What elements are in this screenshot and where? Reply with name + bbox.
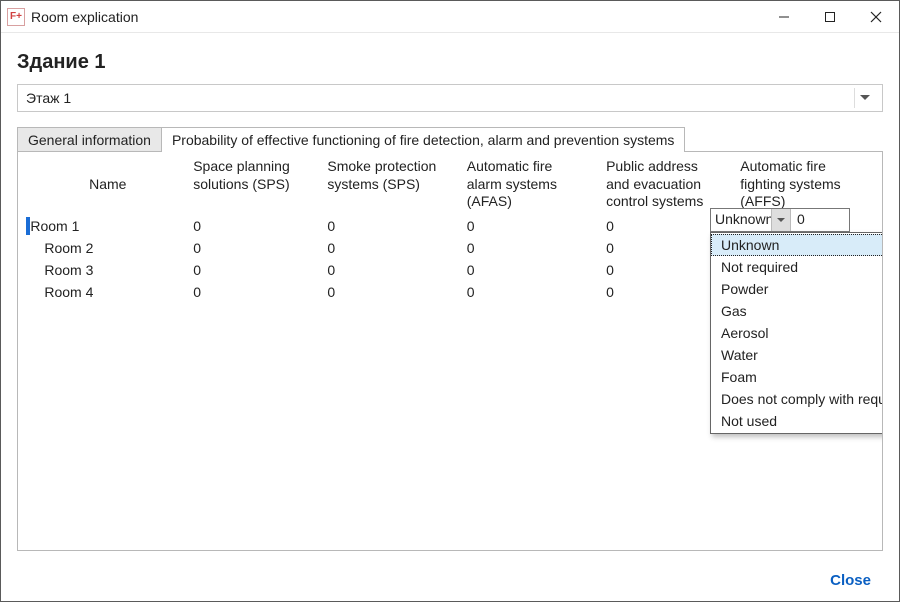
window-controls (761, 1, 899, 32)
row-indicator (18, 281, 30, 303)
floor-selected-label: Этаж 1 (26, 90, 854, 106)
cell-value[interactable]: 0 (319, 259, 458, 281)
dropdown-option[interactable]: Water (711, 344, 883, 366)
cell-value[interactable]: 0 (185, 259, 319, 281)
affs-type-dropdown[interactable]: UnknownNot requiredPowderGasAerosolWater… (710, 232, 883, 434)
cell-value[interactable]: 0 (185, 237, 319, 259)
dropdown-option[interactable]: Aerosol (711, 322, 883, 344)
building-title: Здание 1 (17, 51, 883, 74)
dropdown-option[interactable]: Powder (711, 278, 883, 300)
tab-1[interactable]: Probability of effective functioning of … (161, 127, 685, 152)
grid-header-row: NameSpace planning solutions (SPS)Smoke … (18, 152, 882, 215)
dropdown-option[interactable]: Gas (711, 300, 883, 322)
titlebar: F+ Room explication (1, 1, 899, 33)
column-header[interactable]: Name (30, 152, 185, 215)
dropdown-option[interactable]: Unknown (711, 234, 883, 256)
floor-selector[interactable]: Этаж 1 (17, 84, 883, 112)
chevron-down-icon[interactable] (771, 209, 791, 231)
cell-name[interactable]: Room 2 (30, 237, 185, 259)
cell-value[interactable]: 0 (459, 237, 598, 259)
dialog-footer: Close (1, 559, 899, 601)
dropdown-option[interactable]: Not used (711, 410, 883, 432)
cell-value[interactable]: 0 (459, 281, 598, 303)
dropdown-option[interactable]: Foam (711, 366, 883, 388)
column-header[interactable]: Smoke protection systems (SPS) (319, 152, 458, 215)
affs-cell-editor[interactable]: Unknown 0 (710, 208, 850, 232)
cell-value[interactable]: 0 (319, 215, 458, 237)
cell-value[interactable]: 0 (459, 259, 598, 281)
cell-value[interactable]: 0 (185, 281, 319, 303)
window: F+ Room explication Здание 1 Этаж 1 Gene… (0, 0, 900, 602)
cell-name[interactable]: Room 4 (30, 281, 185, 303)
dropdown-option[interactable]: Not required (711, 256, 883, 278)
maximize-button[interactable] (807, 1, 853, 33)
cell-name[interactable]: Room 1 (30, 215, 185, 237)
row-indicator (18, 237, 30, 259)
grid-panel: NameSpace planning solutions (SPS)Smoke … (17, 151, 883, 551)
affs-type-select[interactable]: Unknown (711, 209, 771, 231)
cell-value[interactable]: 0 (319, 237, 458, 259)
column-header[interactable]: Public address and evacuation control sy… (598, 152, 732, 215)
close-window-button[interactable] (853, 1, 899, 33)
minimize-button[interactable] (761, 1, 807, 33)
tab-0[interactable]: General information (17, 127, 162, 152)
chevron-down-icon[interactable] (854, 88, 874, 108)
dropdown-option[interactable]: Does not comply with requirements (711, 388, 883, 410)
cell-value[interactable]: 0 (185, 215, 319, 237)
cell-value[interactable]: 0 (459, 215, 598, 237)
row-indicator (18, 215, 30, 237)
cell-name[interactable]: Room 3 (30, 259, 185, 281)
tab-strip: General informationProbability of effect… (17, 126, 883, 151)
close-button[interactable]: Close (830, 572, 871, 589)
app-icon: F+ (7, 8, 25, 26)
column-header[interactable]: Automatic fire fighting systems (AFFS) (732, 152, 882, 215)
column-header[interactable]: Automatic fire alarm systems (AFAS) (459, 152, 598, 215)
row-indicator (18, 259, 30, 281)
cell-value[interactable]: 0 (319, 281, 458, 303)
content-area: Здание 1 Этаж 1 General informationProba… (1, 33, 899, 559)
window-title: Room explication (31, 9, 138, 25)
column-header[interactable]: Space planning solutions (SPS) (185, 152, 319, 215)
affs-value-input[interactable]: 0 (791, 209, 839, 231)
